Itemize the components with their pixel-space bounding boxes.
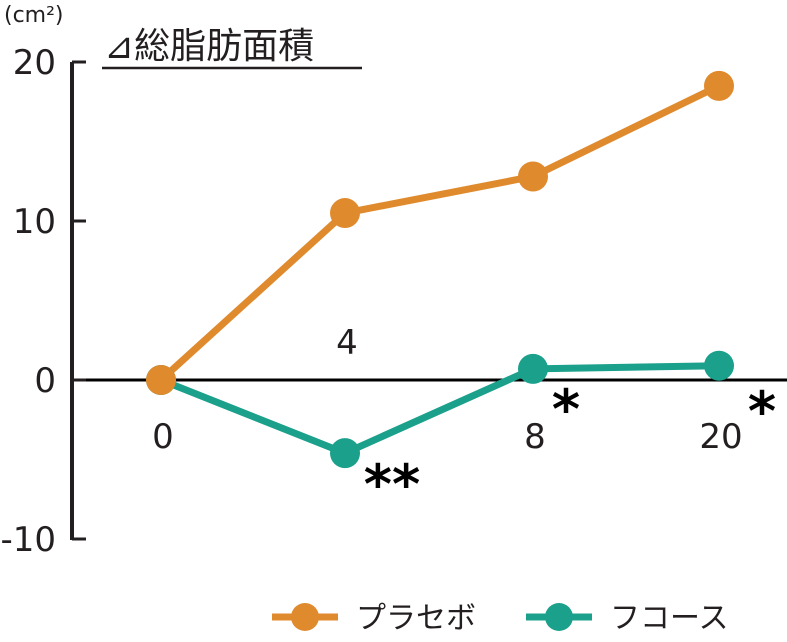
x-tick-label: 20 [699, 417, 742, 457]
y-ticks: -10 0 10 20 [0, 43, 86, 560]
series-1-point [704, 70, 734, 101]
significance-star: ** [364, 453, 420, 516]
y-tick-label: 0 [34, 361, 56, 401]
series-line-2 [159, 362, 720, 457]
series-1-point [146, 365, 176, 395]
legend: プラセボ フコース [272, 601, 729, 636]
significance-annotations: *** * [364, 378, 776, 516]
series-1-point [518, 161, 548, 192]
y-tick-label: 10 [13, 202, 56, 242]
x-tick-label: 8 [524, 417, 546, 457]
x-tick-label: 0 [152, 417, 174, 457]
legend-label: プラセボ [356, 601, 476, 636]
y-unit-label: (cm²) [4, 3, 64, 28]
legend-swatch-marker [291, 603, 319, 631]
series-2-point [518, 353, 548, 384]
series-2-point [704, 350, 734, 381]
significance-star: * [748, 380, 776, 443]
legend-swatch-marker [545, 603, 573, 631]
series-1-point [330, 198, 360, 229]
y-tick-label: -10 [0, 520, 56, 560]
series-line-1 [158, 82, 721, 383]
chart-title: ⊿総脂肪面積 [104, 26, 314, 67]
x-ticks: 0 4 8 20 [152, 323, 742, 457]
x-tick-label: 4 [336, 323, 358, 363]
series-2-point [330, 438, 360, 469]
series-layer [146, 70, 734, 469]
legend-label: フコース [610, 601, 729, 636]
y-tick-label: 20 [13, 43, 56, 83]
significance-star: * [552, 378, 580, 441]
